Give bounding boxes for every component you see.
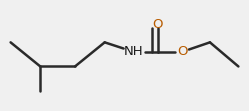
Text: NH: NH — [123, 45, 143, 58]
Text: O: O — [178, 45, 188, 58]
Text: O: O — [153, 18, 163, 31]
